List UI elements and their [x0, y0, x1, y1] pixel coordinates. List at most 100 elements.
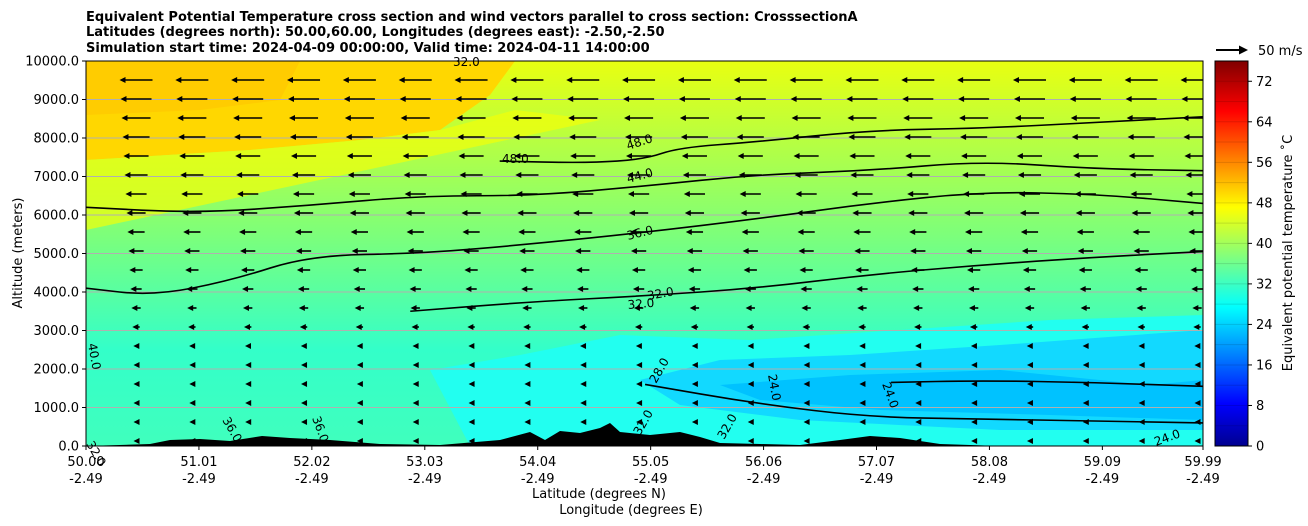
- wind-arrow: [356, 343, 363, 349]
- wind-arrow: [1016, 153, 1043, 159]
- wind-arrow: [1184, 153, 1203, 159]
- wind-arrow-head: [356, 419, 363, 425]
- wind-arrow: [403, 172, 427, 178]
- wind-arrow-head: [1082, 362, 1089, 368]
- y-tick-label: 3000.0: [34, 324, 80, 339]
- wind-arrow-head: [626, 153, 633, 159]
- wind-arrow: [690, 324, 699, 330]
- wind-arrow-head: [124, 172, 131, 178]
- wind-arrow: [1190, 267, 1203, 273]
- wind-arrow: [348, 191, 370, 197]
- wind-arrow-head: [1134, 267, 1141, 273]
- wind-arrow: [512, 115, 542, 121]
- wind-arrow-head: [291, 172, 298, 178]
- wind-arrow-head: [680, 134, 687, 140]
- wind-arrow: [575, 248, 591, 254]
- wind-arrow: [1125, 96, 1157, 102]
- wind-arrow: [636, 381, 643, 387]
- wind-arrow-head: [859, 438, 866, 444]
- wind-arrow: [181, 191, 203, 197]
- yellow-band: [86, 110, 600, 230]
- wind-arrow-head: [245, 419, 252, 425]
- wind-arrow-head: [1193, 324, 1200, 330]
- wind-arrow: [684, 210, 705, 216]
- wind-arrow: [1127, 134, 1155, 140]
- wind-arrow-head: [636, 362, 643, 368]
- wind-arrow-head: [1080, 305, 1087, 311]
- wind-arrow-head: [1012, 77, 1019, 83]
- wind-arrow-head: [408, 267, 415, 273]
- wind-arrow-head: [186, 286, 193, 292]
- wind-arrow: [1194, 381, 1201, 387]
- wind-arrow-head: [356, 400, 363, 406]
- x-axis-label-latitude: Latitude (degrees N): [532, 487, 666, 502]
- wind-arrow: [795, 191, 817, 197]
- colorbar-tick-label: 48: [1256, 196, 1273, 211]
- wind-arrow: [123, 153, 149, 159]
- wind-arrow-head: [468, 343, 475, 349]
- wind-arrow-head: [855, 267, 862, 273]
- colorbar-gradient: [1215, 61, 1248, 446]
- wind-arrow-head: [1135, 286, 1142, 292]
- wind-arrow-head: [629, 229, 636, 235]
- wind-arrow-head: [849, 153, 856, 159]
- wind-arrow: [636, 400, 643, 406]
- wind-arrow-head: [962, 172, 969, 178]
- wind-arrow-head: [123, 153, 130, 159]
- wind-arrow-head: [468, 400, 475, 406]
- wind-arrow: [846, 96, 878, 102]
- wind-arrow-head: [1183, 134, 1190, 140]
- wind-arrow-head: [852, 210, 859, 216]
- wind-arrow: [903, 115, 933, 121]
- wind-arrow-head: [189, 343, 196, 349]
- wind-arrow-head: [1184, 153, 1191, 159]
- wind-arrow: [567, 96, 599, 102]
- wind-arrow: [855, 267, 869, 273]
- wind-arrow: [186, 286, 198, 292]
- wind-arrow: [854, 248, 870, 254]
- wind-arrow-head: [457, 134, 464, 140]
- wind-arrow: [242, 286, 254, 292]
- wind-arrow-head: [515, 172, 522, 178]
- wind-arrow-head: [1017, 172, 1024, 178]
- wind-arrow-head: [523, 324, 530, 330]
- wind-arrow: [747, 400, 754, 406]
- wind-arrow: [793, 153, 819, 159]
- wind-arrow: [733, 77, 767, 83]
- wind-arrow-head: [797, 229, 804, 235]
- wind-arrow-head: [1189, 248, 1196, 254]
- x-tick-label-lon: -2.49: [521, 472, 555, 487]
- wind-arrow-head: [133, 419, 140, 425]
- wind-arrow: [859, 400, 866, 406]
- wind-arrow: [133, 343, 140, 349]
- wind-arrow: [1134, 267, 1148, 273]
- wind-arrow: [518, 229, 536, 235]
- wind-arrow-head: [1076, 229, 1083, 235]
- wind-arrow: [407, 248, 423, 254]
- wind-arrow-head: [234, 134, 241, 140]
- wind-arrow: [235, 153, 261, 159]
- wind-arrow: [747, 381, 754, 387]
- wind-arrow: [189, 362, 196, 368]
- wind-arrow-head: [567, 96, 574, 102]
- wind-arrow: [1187, 210, 1203, 216]
- wind-arrow-head: [747, 381, 754, 387]
- wind-arrow: [678, 96, 710, 102]
- wind-arrow-head: [1078, 267, 1085, 273]
- wind-arrow-head: [790, 96, 797, 102]
- wind-arrow-head: [1082, 438, 1089, 444]
- wind-arrow-head: [343, 96, 350, 102]
- contour-line-28-0: [644, 383, 1203, 424]
- wind-arrow-head: [235, 153, 242, 159]
- wind-arrow-head: [904, 134, 911, 140]
- wind-arrow: [636, 438, 643, 444]
- wind-arrow-head: [398, 77, 405, 83]
- x-tick-label-lon: -2.49: [69, 472, 103, 487]
- wind-arrow-head: [468, 381, 475, 387]
- wind-arrow: [859, 343, 866, 349]
- wind-arrow-head: [348, 191, 355, 197]
- wind-arrow-head: [455, 96, 462, 102]
- wind-arrow: [290, 153, 317, 159]
- wind-arrow: [404, 191, 426, 197]
- wind-arrow: [744, 286, 756, 292]
